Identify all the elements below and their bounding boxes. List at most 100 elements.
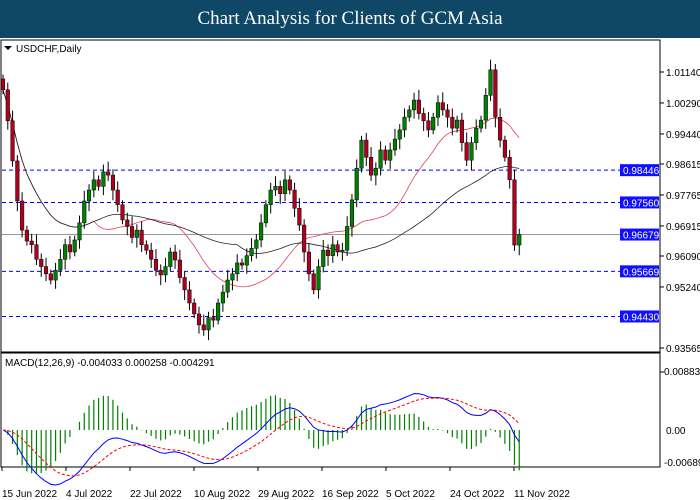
candle [263,204,268,224]
candle [39,259,44,267]
candle [512,179,517,246]
candle [48,273,53,281]
y-tick-label: 0.93565 [666,344,700,355]
candle [58,259,63,271]
candle [493,69,498,118]
candle [421,113,426,122]
x-tick-label: 10 Aug 2022 [194,489,251,500]
price-panel [0,39,661,353]
candle [110,174,115,191]
y-tick-label: 1.01140 [666,68,700,79]
level-label: 0.96679 [623,231,660,242]
x-tick-label: 24 Oct 2022 [450,489,505,500]
candle [259,222,264,241]
candle [278,186,283,194]
x-tick-label: 4 Jul 2022 [66,489,113,500]
x-tick-label: 15 Jun 2022 [2,489,57,500]
candle [187,289,192,304]
candle [249,248,254,256]
candle [507,157,512,181]
y-tick-label: 0.96090 [666,252,700,263]
level-tag [620,196,659,209]
candle [120,204,125,221]
candle [163,266,168,276]
candle [450,116,455,129]
x-tick-label: 5 Oct 2022 [386,489,435,500]
candle [297,208,302,226]
candle [388,149,393,161]
candle [488,69,493,96]
candle [498,116,503,141]
candle [378,149,383,169]
candle [235,262,240,275]
level-label: 0.97560 [623,198,660,209]
candle [72,239,77,253]
candle [239,262,245,266]
candle [153,259,159,271]
x-tick-label: 16 Sep 2022 [322,489,379,500]
level-tag [620,265,659,278]
candle [144,244,149,251]
candle [474,127,479,143]
candle [20,200,25,231]
y-tick-label: 1.00290 [666,99,700,110]
candle [359,139,364,169]
candle [364,139,369,158]
candle [273,186,278,191]
candle [306,251,311,275]
candle [149,249,154,260]
candle [182,277,187,291]
candle [86,189,92,202]
candle [24,229,29,242]
candle [43,266,49,275]
y-tick-label: 0.98615 [666,160,700,171]
symbol-label: USDCHF,Daily [16,44,82,55]
candle [459,119,464,143]
x-tick-label: 29 Aug 2022 [258,489,315,500]
candle [373,167,378,176]
level-label: 0.94430 [623,312,660,323]
candle [354,167,359,201]
candle [325,249,331,256]
candle [345,226,350,251]
page-title: Chart Analysis for Clients of GCM Asia [0,0,700,38]
candle [340,249,345,253]
candle [15,160,20,202]
candle [34,244,39,260]
candle [483,95,488,121]
candle [407,109,412,118]
y-tick-label: 0.00 [666,426,686,437]
candle [464,142,469,161]
candle [5,89,10,122]
candle [478,119,484,129]
candle [426,120,431,131]
candle [383,149,388,161]
candle [10,120,15,162]
candle [125,219,130,227]
candle [268,189,273,205]
moving-average-line [2,89,520,254]
candle [435,102,441,118]
dropdown-triangle-icon[interactable] [4,46,12,50]
candle [282,179,288,194]
candle [168,251,173,267]
moving-average-line [2,89,520,288]
candle [177,259,182,278]
candle [82,200,87,224]
candle [211,317,216,321]
y-tick-label: -0.006894 [664,458,700,469]
candle [517,234,522,246]
candle [220,291,225,304]
y-tick-label: 0.99440 [666,130,700,141]
candle [369,157,374,176]
y-tick-label: 0.96915 [666,222,700,233]
x-tick-label: 11 Nov 2022 [514,489,570,500]
level-tag [620,164,659,177]
candle [63,244,68,260]
level-label: 0.98446 [623,166,660,177]
candle [254,239,259,249]
candle [349,199,354,227]
candle [77,222,82,241]
candle [106,171,111,176]
